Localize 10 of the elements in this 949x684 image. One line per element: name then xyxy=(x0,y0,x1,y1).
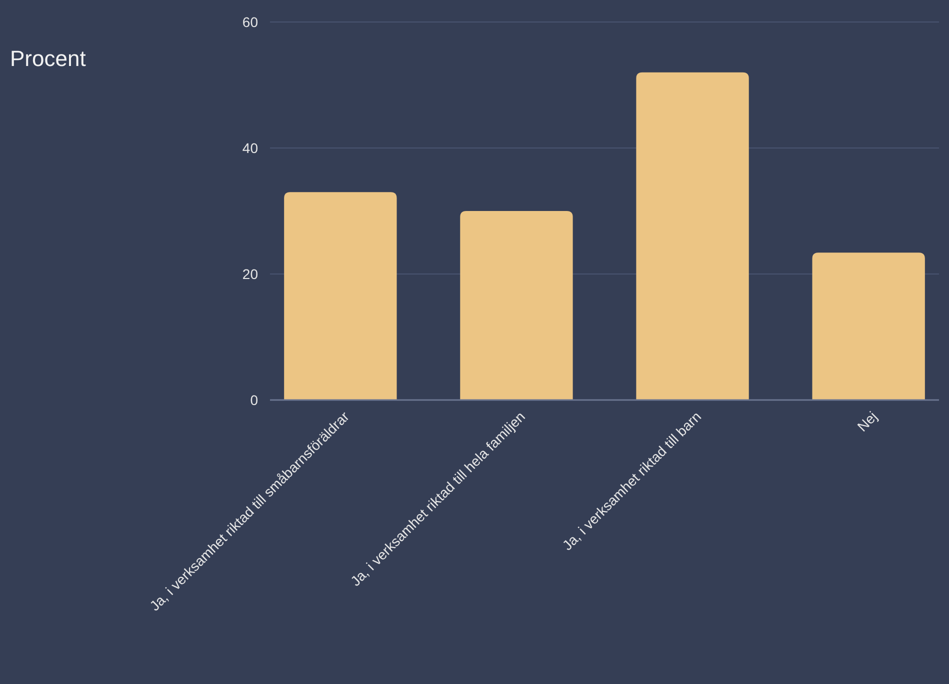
y-tick-label: 60 xyxy=(242,14,258,30)
x-tick-label: Nej xyxy=(854,408,880,434)
bar xyxy=(284,192,397,400)
bar xyxy=(812,252,925,400)
y-tick-label: 40 xyxy=(242,140,258,156)
y-axis-title: Procent xyxy=(10,46,86,71)
y-tick-label: 20 xyxy=(242,266,258,282)
y-tick-label: 0 xyxy=(250,392,258,408)
bar xyxy=(460,211,573,400)
bar xyxy=(636,72,749,400)
